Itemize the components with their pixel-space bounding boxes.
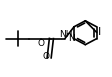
Text: O: O	[42, 52, 49, 61]
Text: I: I	[97, 27, 100, 37]
Text: O: O	[37, 39, 44, 48]
Text: NH: NH	[58, 30, 72, 39]
Text: N: N	[68, 34, 74, 43]
